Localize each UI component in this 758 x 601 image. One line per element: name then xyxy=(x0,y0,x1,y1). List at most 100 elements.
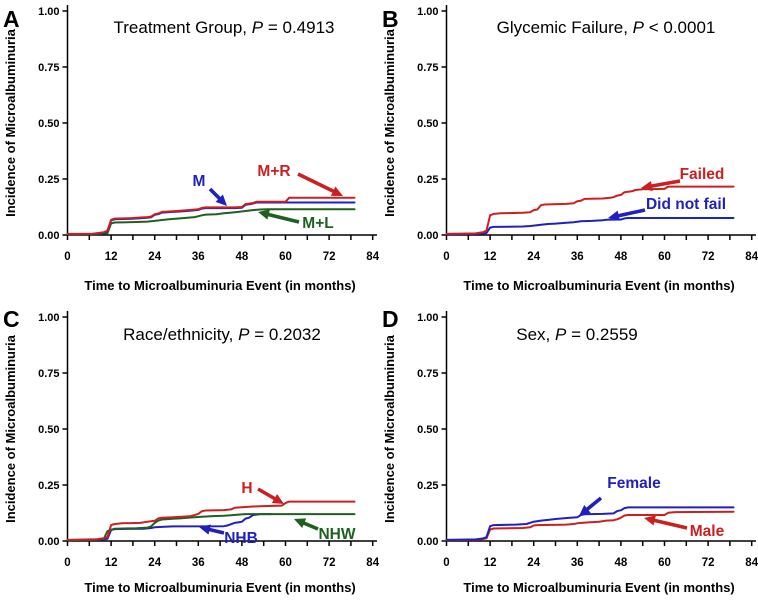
annotation-arrowhead-m-r xyxy=(330,186,343,196)
annotation-label-nhw: NHW xyxy=(318,526,355,543)
panel-title: Race/ethnicity, P = 0.2032 xyxy=(123,325,321,344)
y-tick-label: 0.75 xyxy=(38,368,59,380)
annotation-arrowhead-male xyxy=(644,515,656,526)
y-tick-label: 0.75 xyxy=(417,368,438,380)
y-tick-label: 0.00 xyxy=(38,230,59,242)
y-tick-label: 1.00 xyxy=(38,6,59,18)
panel-d-sex: 1.00 0.75 0.50 0.25 0.00 0 12 24 36 48 60 72 84 Incid… xyxy=(379,300,758,601)
annotation-arrow-m-r xyxy=(297,172,336,194)
annotation-label-male: Male xyxy=(690,523,725,540)
x-tick-label: 72 xyxy=(323,251,336,263)
panel-title: Glycemic Failure, P < 0.0001 xyxy=(497,18,716,37)
panel-c-race-ethnicity: 1.00 0.75 0.50 0.25 0.00 0 12 24 36 48 60 72 84 Incid… xyxy=(0,300,379,601)
series-line-m-r xyxy=(66,196,356,235)
y-tick-label: 0.50 xyxy=(38,424,59,436)
y-tick-label: 1.00 xyxy=(417,6,438,18)
x-tick-label: 0 xyxy=(443,557,449,569)
plot-c: 1.00 0.75 0.50 0.25 0.00 0 12 24 36 48 60 72 84 Incid… xyxy=(3,306,379,595)
annotation-arrowhead-did-not-fail xyxy=(608,210,620,221)
annotation-arrowhead-female xyxy=(579,505,591,516)
panel-title: Sex, P = 0.2559 xyxy=(516,325,637,344)
annotation-label-female: Female xyxy=(607,475,661,492)
x-tick-label: 72 xyxy=(323,557,336,569)
x-axis-label: Time to Microalbuminuria Event (in month… xyxy=(463,278,734,293)
series-line-female xyxy=(445,506,735,541)
panel-letter: C xyxy=(3,306,20,332)
y-tick-label: 0.00 xyxy=(417,536,438,548)
y-tick-label: 0.75 xyxy=(38,62,59,74)
x-tick-label: 24 xyxy=(148,557,161,569)
series-line-h xyxy=(66,500,356,541)
panel-a-treatment-group: 1.00 0.75 0.50 0.25 0.00 0 12 24 36 48 60 72 84 Incid… xyxy=(0,0,379,300)
annotation-label-h: H xyxy=(241,480,252,497)
y-tick-label: 1.00 xyxy=(417,312,438,324)
x-tick-label: 60 xyxy=(658,251,671,263)
annotation-label-m-l: M+L xyxy=(302,215,333,232)
y-tick-label: 0.50 xyxy=(417,118,438,130)
x-tick-label: 24 xyxy=(148,251,161,263)
annotation-arrowhead-nhw xyxy=(294,518,307,529)
annotation-label-m-r: M+R xyxy=(257,163,290,180)
annotation-arrowhead-nhb xyxy=(199,524,211,535)
y-tick-label: 0.00 xyxy=(417,230,438,242)
x-tick-label: 36 xyxy=(192,557,205,569)
panel-letter: D xyxy=(382,306,399,332)
x-tick-label: 36 xyxy=(192,251,205,263)
x-tick-label: 72 xyxy=(702,251,715,263)
x-tick-label: 60 xyxy=(658,557,671,569)
annotation-arrow-m-l xyxy=(266,212,300,224)
y-tick-label: 0.25 xyxy=(38,174,59,186)
plot-b: 1.00 0.75 0.50 0.25 0.00 0 12 24 36 48 60 72 84 Incid… xyxy=(382,5,758,293)
annotation-arrow-did-not-fail xyxy=(616,208,646,218)
annotation-arrow-male xyxy=(652,518,688,530)
x-tick-label: 72 xyxy=(702,557,715,569)
x-tick-label: 48 xyxy=(236,557,249,569)
panel-b-glycemic-failure: 1.00 0.75 0.50 0.25 0.00 0 12 24 36 48 60 72 84 Incid… xyxy=(379,0,758,300)
y-tick-label: 1.00 xyxy=(38,312,59,324)
y-tick-label: 0.50 xyxy=(38,118,59,130)
annotation-label-m: M xyxy=(193,173,206,190)
y-tick-label: 0.75 xyxy=(417,62,438,74)
y-tick-label: 0.25 xyxy=(38,480,59,492)
y-tick-label: 0.50 xyxy=(417,424,438,436)
annotation-arrow-m xyxy=(208,187,222,201)
annotation-label-nhb: NHB xyxy=(224,530,258,547)
x-tick-label: 84 xyxy=(745,557,758,569)
series-line-male xyxy=(445,510,735,542)
annotation-arrow-female xyxy=(584,496,603,512)
x-axis-label: Time to Microalbuminuria Event (in month… xyxy=(463,580,734,595)
x-tick-label: 48 xyxy=(615,557,628,569)
annotation-arrowhead-m-l xyxy=(258,209,270,220)
annotation-label-failed: Failed xyxy=(680,166,725,183)
annotation-arrow-nhw xyxy=(301,520,319,531)
annotation-arrow-h xyxy=(257,487,278,502)
annotation-arrowhead-m xyxy=(215,194,227,206)
annotation-arrowhead-failed xyxy=(641,180,653,192)
annotation-arrow-nhb xyxy=(207,527,225,535)
annotation-arrow-failed xyxy=(649,179,681,189)
plot-d: 1.00 0.75 0.50 0.25 0.00 0 12 24 36 48 60 72 84 Incid… xyxy=(382,306,758,595)
x-tick-label: 12 xyxy=(105,251,118,263)
y-axis-label: Incidence of Microalbuminuria xyxy=(382,334,397,523)
x-tick-label: 36 xyxy=(571,557,584,569)
series-line-m-l xyxy=(66,208,356,236)
y-axis-label: Incidence of Microalbuminuria xyxy=(3,28,18,217)
x-tick-label: 24 xyxy=(527,251,540,263)
x-tick-label: 12 xyxy=(484,251,497,263)
y-tick-label: 0.00 xyxy=(38,536,59,548)
y-tick-label: 0.25 xyxy=(417,174,438,186)
y-axis-label: Incidence of Microalbuminuria xyxy=(382,28,397,217)
x-tick-label: 0 xyxy=(443,251,449,263)
x-axis-label: Time to Microalbuminuria Event (in month… xyxy=(84,278,355,293)
x-tick-label: 12 xyxy=(484,557,497,569)
panel-letter: A xyxy=(3,6,20,32)
x-tick-label: 60 xyxy=(279,251,292,263)
plot-a: 1.00 0.75 0.50 0.25 0.00 0 12 24 36 48 60 72 84 Incid… xyxy=(3,5,379,293)
x-tick-label: 48 xyxy=(236,251,249,263)
panel-title: Treatment Group, P = 0.4913 xyxy=(114,18,335,37)
x-tick-label: 36 xyxy=(571,251,584,263)
x-tick-label: 0 xyxy=(64,251,70,263)
x-tick-label: 48 xyxy=(615,251,628,263)
x-tick-label: 0 xyxy=(64,557,70,569)
